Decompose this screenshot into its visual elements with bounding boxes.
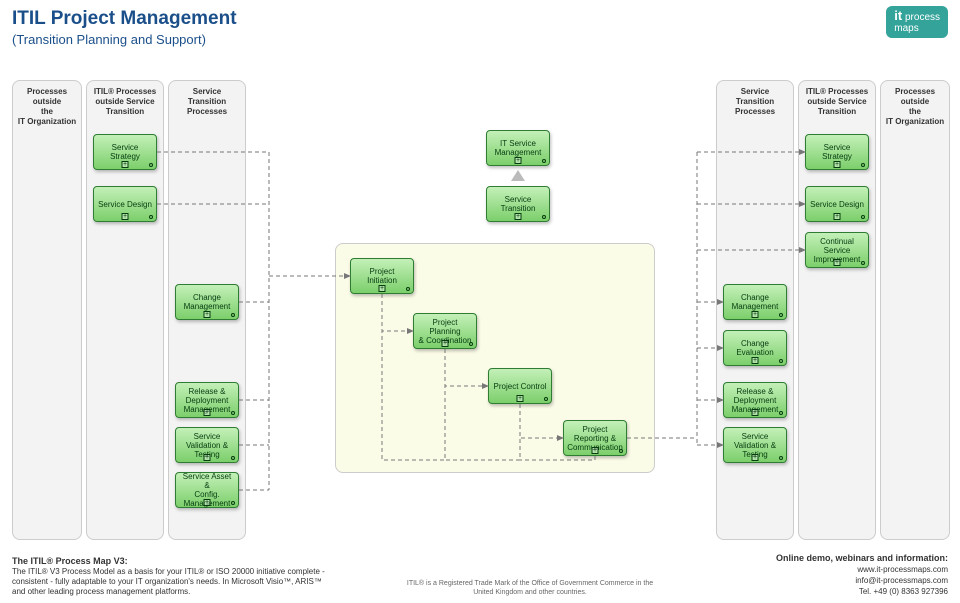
- title-sub: (Transition Planning and Support): [12, 32, 237, 47]
- title-main: ITIL Project Management: [12, 8, 237, 30]
- node-r_csi[interactable]: ContinualServiceImprovement+: [805, 232, 869, 268]
- column-l1: Processes outsidetheIT Organization: [12, 80, 82, 540]
- node-r_svcdes[interactable]: Service Design+: [805, 186, 869, 222]
- node-pinit[interactable]: Project Initiation+: [350, 258, 414, 294]
- node-pctrl[interactable]: Project Control+: [488, 368, 552, 404]
- node-sttr[interactable]: ServiceTransition+: [486, 186, 550, 222]
- node-svcval[interactable]: ServiceValidation &Testing+: [175, 427, 239, 463]
- node-r_chgeval[interactable]: ChangeEvaluation+: [723, 330, 787, 366]
- node-itsm[interactable]: IT ServiceManagement+: [486, 130, 550, 166]
- column-header: ITIL® Processesoutside ServiceTransition: [799, 81, 875, 123]
- node-svcdes[interactable]: Service Design+: [93, 186, 157, 222]
- page-title: ITIL Project Management (Transition Plan…: [12, 8, 237, 47]
- node-r_svcval[interactable]: ServiceValidation &Testing+: [723, 427, 787, 463]
- node-r_chgmgmt[interactable]: ChangeManagement+: [723, 284, 787, 320]
- footer-right: Online demo, webinars and information: w…: [728, 553, 948, 597]
- node-svcstrat[interactable]: Service Strategy+: [93, 134, 157, 170]
- node-r_svcstrat[interactable]: Service Strategy+: [805, 134, 869, 170]
- node-reldep[interactable]: Release &DeploymentManagement+: [175, 382, 239, 418]
- node-prep[interactable]: ProjectReporting &Communication+: [563, 420, 627, 456]
- column-header: Processes outsidetheIT Organization: [13, 81, 81, 133]
- footer-left: The ITIL® Process Map V3: The ITIL® V3 P…: [12, 556, 332, 597]
- hierarchy-triangle-icon: [511, 170, 525, 181]
- footer-center: ITIL® is a Registered Trade Mark of the …: [400, 579, 660, 597]
- column-r1: Processes outsidetheIT Organization: [880, 80, 950, 540]
- column-header: ITIL® Processesoutside ServiceTransition: [87, 81, 163, 123]
- node-r_reldep[interactable]: Release &DeploymentManagement+: [723, 382, 787, 418]
- node-pplan[interactable]: Project Planning& Coordination+: [413, 313, 477, 349]
- node-sacm[interactable]: Service Asset &Config.Management+: [175, 472, 239, 508]
- node-chgmgmt[interactable]: ChangeManagement+: [175, 284, 239, 320]
- column-header: Service TransitionProcesses: [169, 81, 245, 123]
- column-header: Processes outsidetheIT Organization: [881, 81, 949, 133]
- brand-logo: it process maps: [886, 6, 948, 38]
- column-header: Service TransitionProcesses: [717, 81, 793, 123]
